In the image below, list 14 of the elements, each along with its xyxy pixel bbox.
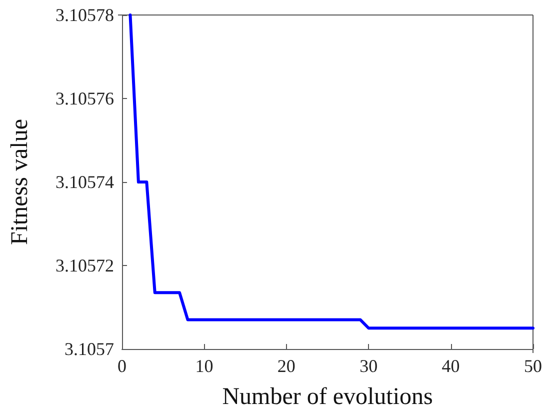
x-axis-title: Number of evolutions	[222, 384, 433, 410]
x-tick-label: 10	[195, 356, 214, 376]
y-axis-title: Fitness value	[7, 119, 33, 245]
line-series	[128, 14, 534, 330]
x-tick-label: 30	[360, 356, 378, 376]
y-tick-label: 3.10574	[56, 172, 114, 192]
y-tick-label: 3.10576	[56, 88, 114, 108]
x-tick-label: 50	[524, 356, 542, 376]
x-tick-label: 20	[277, 356, 296, 376]
x-tick-label: 0	[118, 356, 126, 376]
x-tick-label: 40	[442, 356, 460, 376]
y-tick-label: 3.1057	[64, 339, 114, 359]
y-tick-label: 3.10572	[56, 256, 114, 276]
y-tick-label: 3.10578	[56, 5, 114, 25]
